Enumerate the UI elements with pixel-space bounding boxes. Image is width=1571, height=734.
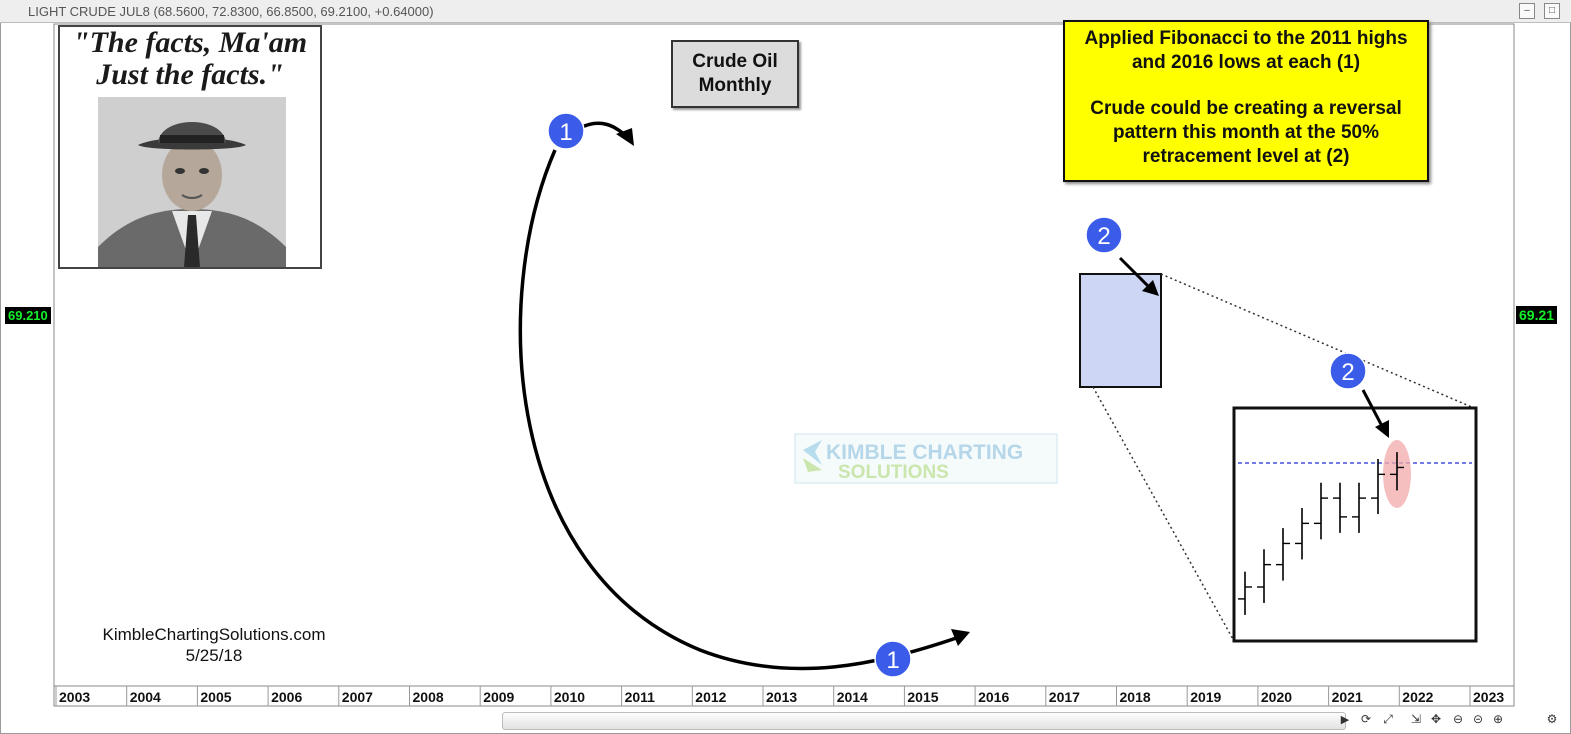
x-tick-label: 2005 <box>200 689 231 705</box>
marker-1-low: 1 <box>874 640 912 678</box>
x-tick-label: 2017 <box>1049 689 1080 705</box>
x-tick-label: 2007 <box>342 689 373 705</box>
minimize-icon[interactable]: – <box>1519 3 1535 19</box>
chart-title-line-1: Crude Oil <box>692 51 778 72</box>
x-tick-label: 2008 <box>413 689 444 705</box>
x-tick-label: 2009 <box>483 689 514 705</box>
last-price-tag-left: 69.210 <box>5 307 51 324</box>
watermark-logo-leaf-icon <box>803 458 822 472</box>
x-tick-label: 2010 <box>554 689 585 705</box>
arrow-head-inset-icon <box>1375 420 1389 438</box>
x-tick-label: 2020 <box>1261 689 1292 705</box>
quote-line-2: Just the facts." <box>96 58 284 91</box>
note-paragraph-2: Crude could be creating a reversal patte… <box>1090 98 1402 167</box>
x-tick-label: 2006 <box>271 689 302 705</box>
chart-header: LIGHT CRUDE JUL8 (68.5600, 72.8300, 66.8… <box>0 0 1571 23</box>
quote-line-1: "The facts, Ma'am <box>72 26 308 59</box>
scroll-right-icon[interactable]: ▶ <box>1340 714 1350 726</box>
last-price-tag-right: 69.21 <box>1516 306 1558 324</box>
svg-text:2: 2 <box>1097 223 1110 250</box>
svg-text:1: 1 <box>559 119 572 146</box>
portrait-image-icon <box>98 97 286 267</box>
refresh-icon[interactable]: ⟳ <box>1360 712 1372 726</box>
watermark-line2: SOLUTIONS <box>838 462 949 483</box>
x-tick-label: 2015 <box>907 689 938 705</box>
expand-icon[interactable]: ⇲ <box>1410 712 1422 726</box>
x-axis: 2003 2004 2005 2006 2007 2008 2009 2010 2011 2012… <box>59 689 1504 705</box>
zoom-out-icon[interactable]: ⊖ <box>1452 712 1464 726</box>
x-tick-label: 2016 <box>978 689 1009 705</box>
x-tick-label: 2004 <box>130 689 161 705</box>
arrow-head-highs-icon <box>616 128 634 146</box>
arrow-curve-lows <box>518 149 966 671</box>
svg-text:1: 1 <box>886 647 899 674</box>
marker-2-inset: 2 <box>1329 352 1367 390</box>
marker-1-high: 1 <box>547 112 585 150</box>
horizontal-scrollbar[interactable] <box>502 712 1346 730</box>
settings-icon[interactable]: ⚙ <box>1546 712 1558 726</box>
x-tick-label: 2013 <box>766 689 797 705</box>
inset-price-bars <box>1238 452 1404 615</box>
collapse-icon[interactable]: ⊝ <box>1472 712 1484 726</box>
watermark-line1: KIMBLE CHARTING <box>826 441 1023 464</box>
x-tick-label: 2011 <box>625 689 656 705</box>
chart-title-line-2: Monthly <box>698 75 772 96</box>
year-dividers <box>55 686 1471 706</box>
pan-icon[interactable]: ✥ <box>1430 712 1442 726</box>
x-tick-label: 2003 <box>59 689 90 705</box>
maximize-icon[interactable]: □ <box>1544 3 1560 19</box>
arrow-head-rally-icon <box>1142 280 1159 296</box>
arrow-to-inset <box>1361 389 1385 429</box>
source-site: KimbleChartingSolutions.com <box>102 625 326 644</box>
x-axis-strip <box>53 685 1515 707</box>
svg-text:2: 2 <box>1341 359 1354 386</box>
chart-title-box: Crude Oil Monthly <box>671 40 799 108</box>
x-tick-label: 2019 <box>1190 689 1221 705</box>
x-tick-label: 2022 <box>1402 689 1433 705</box>
arrow-to-rally <box>1118 256 1152 290</box>
quote-box: "The facts, Ma'am Just the facts." <box>58 25 322 269</box>
x-tick-label: 2023 <box>1473 689 1504 705</box>
note-paragraph-1: Applied Fibonacci to the 2011 highs and … <box>1084 28 1408 73</box>
source-date: 5/25/18 <box>185 646 243 665</box>
rally-highlight-box <box>1079 273 1162 388</box>
zoom-connector-top <box>1160 273 1475 409</box>
x-tick-label: 2012 <box>695 689 726 705</box>
x-tick-label: 2018 <box>1120 689 1151 705</box>
zoom-in-icon[interactable]: ⊕ <box>1492 712 1504 726</box>
quote-text: "The facts, Ma'am Just the facts." <box>60 27 320 91</box>
watermark-logo-icon <box>803 440 822 465</box>
zoom-connector-bottom <box>1092 386 1235 642</box>
portrait-photo <box>98 97 286 267</box>
symbol-quote: LIGHT CRUDE JUL8 (68.5600, 72.8300, 66.8… <box>28 4 434 19</box>
x-tick-label: 2014 <box>837 689 868 705</box>
marker-2-rally: 2 <box>1085 216 1123 254</box>
arrow-head-lows-icon <box>951 629 970 646</box>
source-credit: KimbleChartingSolutions.com 5/25/18 <box>56 624 372 666</box>
annotation-note: Applied Fibonacci to the 2011 highs and … <box>1063 20 1429 182</box>
zoom-inset <box>1232 406 1478 643</box>
zoom-fit-icon[interactable]: ⤢ <box>1383 712 1393 726</box>
x-tick-label: 2021 <box>1332 689 1363 705</box>
watermark: KIMBLE CHARTING SOLUTIONS <box>794 433 1058 484</box>
